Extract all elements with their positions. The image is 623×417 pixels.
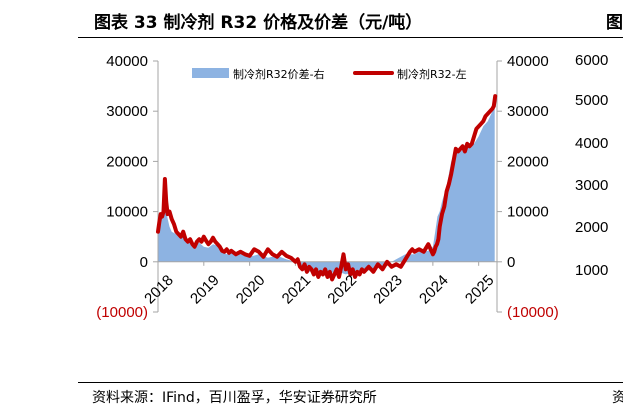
right-panel-tick-label: 4000 xyxy=(575,135,608,152)
right-axis-tick-label: 10000 xyxy=(507,204,549,221)
right-panel-source-fragment: 资 xyxy=(612,390,623,406)
right-panel-tick-label: 6000 xyxy=(575,52,608,69)
source-note: 资料来源：IFind，百川盈孚，华安证券研究所 xyxy=(92,390,377,406)
right-panel-title-fragment: 图 xyxy=(606,13,623,33)
x-axis-tick-label: 2021 xyxy=(279,272,315,308)
top-rule xyxy=(78,37,623,38)
right-panel-tick-label: 2000 xyxy=(575,219,608,236)
right-panel-tick-label: 5000 xyxy=(575,92,608,109)
price-line xyxy=(156,94,498,282)
right-axis-tick-label: 30000 xyxy=(507,103,549,120)
bottom-rule xyxy=(78,382,623,383)
right-axis-tick-label: 40000 xyxy=(507,53,549,70)
left-axis-tick-label: 40000 xyxy=(106,53,148,70)
right-axis-tick-label: 20000 xyxy=(507,153,549,170)
legend-swatch-spread xyxy=(192,68,229,78)
left-axis-tick-label: 10000 xyxy=(106,204,148,221)
left-axis-tick-label: 20000 xyxy=(106,153,148,170)
right-panel-tick-label: 3000 xyxy=(575,177,608,194)
left-axis-tick-label: 30000 xyxy=(106,103,148,120)
legend-label-price: 制冷剂R32-左 xyxy=(397,67,467,81)
right-panel-tick-label: 1000 xyxy=(575,262,608,279)
spread-area xyxy=(158,106,495,277)
x-axis-tick-label: 2023 xyxy=(370,272,406,308)
x-axis-tick-label: 2018 xyxy=(141,272,177,308)
left-axis-tick-label: (10000) xyxy=(96,304,148,321)
x-axis-tick-label: 2020 xyxy=(233,272,269,308)
right-axis-tick-label: (10000) xyxy=(507,304,559,321)
x-axis-tick-label: 2019 xyxy=(187,272,223,308)
x-axis-tick-label: 2024 xyxy=(416,272,452,308)
legend-label-spread: 制冷剂R32价差-右 xyxy=(233,67,325,81)
left-axis-tick-label: 0 xyxy=(140,254,148,271)
right-axis-tick-label: 0 xyxy=(507,254,515,271)
chart-title: 图表 33 制冷剂 R32 价格及价差（元/吨） xyxy=(94,13,423,33)
x-axis-tick-label: 2025 xyxy=(462,272,498,308)
